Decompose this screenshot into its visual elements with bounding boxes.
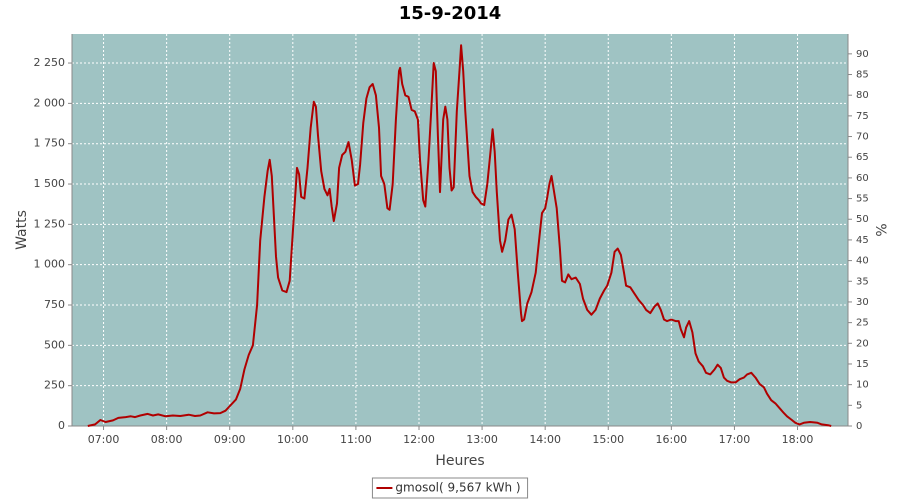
x-tick-label: 18:00 [782, 433, 814, 446]
x-tick-label: 11:00 [340, 433, 372, 446]
y-tick-label: 1 250 [34, 217, 66, 230]
x-tick-label: 14:00 [529, 433, 561, 446]
x-axis-label: Heures [435, 453, 484, 469]
y2-tick-label: 45 [856, 235, 869, 246]
y2-axis-label: % [872, 223, 888, 236]
y-tick-label: 2 000 [34, 96, 66, 109]
x-tick-label: 15:00 [592, 433, 624, 446]
x-tick-label: 10:00 [277, 433, 309, 446]
legend-box [371, 477, 529, 499]
y2-tick-label: 75 [856, 111, 869, 122]
y2-tick-label: 15 [856, 359, 869, 370]
y2-tick-label: 5 [856, 400, 862, 411]
y2-tick-label: 70 [856, 132, 869, 143]
y-tick-label: 0 [58, 419, 65, 432]
y2-tick-label: 40 [856, 256, 869, 267]
y2-tick-label: 30 [856, 297, 869, 308]
y-tick-label: 250 [44, 379, 65, 392]
y-tick-label: 1 500 [34, 177, 66, 190]
x-tick-label: 16:00 [655, 433, 687, 446]
y-tick-label: 750 [44, 298, 65, 311]
y2-tick-label: 60 [856, 173, 869, 184]
x-tick-label: 17:00 [719, 433, 751, 446]
y-tick-label: 1 000 [34, 258, 66, 271]
chart-title: 15-9-2014 [399, 3, 502, 24]
y2-tick-label: 20 [856, 338, 869, 349]
x-tick-label: 13:00 [466, 433, 498, 446]
y2-tick-label: 65 [856, 152, 869, 163]
y-tick-label: 1 750 [34, 137, 66, 150]
x-tick-label: 09:00 [214, 433, 246, 446]
y-axis-label: Watts [14, 210, 30, 250]
y2-tick-label: 80 [856, 90, 869, 101]
y2-tick-label: 25 [856, 318, 869, 329]
x-tick-label: 12:00 [403, 433, 435, 446]
y2-tick-label: 50 [856, 214, 869, 225]
x-tick-label: 07:00 [88, 433, 120, 446]
x-tick-label: 08:00 [151, 433, 183, 446]
plot-area [72, 34, 848, 426]
y-tick-label: 2 250 [34, 56, 66, 69]
y2-tick-label: 55 [856, 194, 869, 205]
y2-tick-label: 0 [856, 421, 862, 432]
y2-tick-label: 10 [856, 380, 869, 391]
y2-tick-label: 85 [856, 70, 869, 81]
line-series [87, 44, 832, 427]
y2-tick-label: 35 [856, 276, 869, 287]
y2-tick-label: 90 [856, 49, 869, 60]
legend-label: gmosol( 9,567 kWh ) [395, 481, 520, 495]
y-tick-label: 500 [44, 338, 65, 351]
